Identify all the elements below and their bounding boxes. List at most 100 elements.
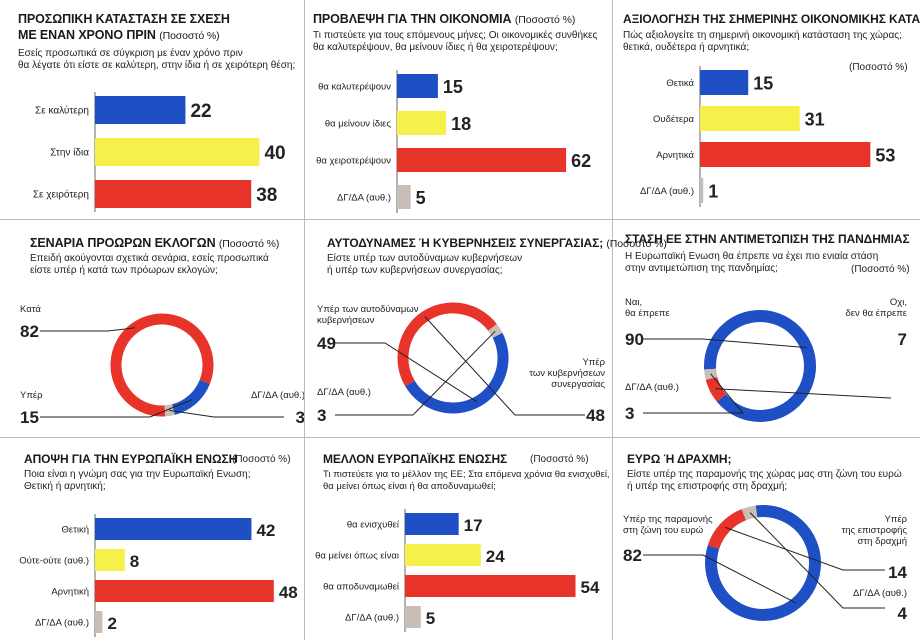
leader-line	[643, 338, 807, 349]
bar	[405, 513, 459, 535]
bar-category-label: ΔΓ/ΔΑ (αυθ.)	[345, 613, 399, 624]
panel-title: ΕΥΡΩ Ή ΔΡΑΧΜΗ;	[627, 452, 732, 466]
panel-title-line2: ΜΕ ΕΝΑΝ ΧΡΟΝΟ ΠΡΙΝ (Ποσοστό %)	[18, 28, 220, 42]
bar-category-label: Στην ίδια	[50, 147, 89, 159]
slice-value-label: 3	[296, 408, 304, 427]
panel-title: ΑΞΙΟΛΟΓΗΣΗ ΤΗΣ ΣΗΜΕΡΙΝΗΣ ΟΙΚΟΝΟΜΙΚΗΣ ΚΑΤ…	[623, 12, 920, 26]
bar-category-label: Θετική	[61, 525, 89, 536]
percent-note: (Ποσοστό %)	[530, 454, 589, 465]
bar-category-label: Αρνητικά	[656, 150, 694, 161]
bar	[405, 575, 576, 597]
bar	[397, 74, 438, 98]
slice-value-label: 3	[625, 404, 634, 423]
panel-economy-forecast: ΠΡΟΒΛΕΨΗ ΓΙΑ ΤΗΝ ΟΙΚΟΝΟΜΙΑ (Ποσοστό %) Τ…	[305, 0, 612, 219]
slice-label: ΔΓ/ΔΑ (αυθ.)	[853, 588, 907, 599]
question-text: Είστε υπέρ των αυτοδύναμων κυβερνήσεων	[327, 253, 523, 264]
bar-chart: Θετικά 15 Ουδέτερα 31 Αρνητικά 53 ΔΓ/ΔΑ (αυθ.)…	[640, 66, 895, 207]
bar-chart: θα ενισχυθεί 17 θα μείνει όπως είναι 24 θα α…	[315, 509, 600, 632]
bar-category-label: θα μείνει όπως είναι	[315, 551, 399, 562]
leader-line	[724, 526, 885, 571]
slice-value-label: 4	[898, 604, 908, 623]
bar-category-label: θα καλυτερέψουν	[318, 82, 391, 93]
slice-label: Υπέρ	[20, 390, 43, 401]
slice-label: των κυβερνήσεων	[529, 368, 605, 379]
bar-value-label: 48	[279, 583, 298, 602]
slice-value-label: 49	[317, 334, 336, 353]
slice-label: Κατά	[20, 304, 41, 315]
question-text: θα λέγατε ότι είστε σε καλύτερη, στην ίδ…	[18, 60, 296, 71]
panel-title: ΑΠΟΨΗ ΓΙΑ ΤΗΝ ΕΥΡΩΠΑΪΚΗ ΕΝΩΣΗ	[24, 452, 238, 466]
bar	[700, 178, 704, 203]
donut-slice	[704, 310, 816, 422]
panel-eu-future: ΜΕΛΛΟΝ ΕΥΡΩΠΑΪΚΗΣ ΕΝΩΣΗΣ (Ποσοστό %) Τι …	[305, 438, 612, 640]
slice-value-label: 82	[20, 322, 39, 341]
question-text: Ποια είναι η γνώμη σας για την Ευρωπαϊκή…	[24, 469, 251, 480]
question-text: ή υπέρ της επιστροφής στη δραχμή;	[627, 481, 788, 492]
slice-label: Υπέρ των αυτοδύναμων	[317, 304, 419, 315]
bar-value-label: 38	[256, 185, 277, 206]
donut-slice	[397, 302, 497, 387]
slice-label: Ναι,	[625, 297, 642, 308]
percent-note: (Ποσοστό %)	[232, 454, 291, 465]
slice-value-label: 3	[317, 406, 326, 425]
bar	[95, 518, 252, 540]
slice-label: ΔΓ/ΔΑ (αυθ.)	[317, 387, 371, 398]
slice-label: ΔΓ/ΔΑ (αυθ.)	[251, 390, 304, 401]
slice-label: ΔΓ/ΔΑ (αυθ.)	[625, 382, 679, 393]
panel-personal-situation: ΠΡΟΣΩΠΙΚΗ ΚΑΤΑΣΤΑΣΗ ΣΕ ΣΧΕΣΗ ΜΕ ΕΝΑΝ ΧΡΟ…	[0, 0, 304, 219]
question-text: θετικά, ουδέτερα ή αρνητικά;	[623, 42, 750, 53]
panel-eu-pandemic: ΣΤΑΣΗ ΕΕ ΣΤΗΝ ΑΝΤΙΜΕΤΩΠΙΣΗ ΤΗΣ ΠΑΝΔΗΜΙΑΣ…	[613, 220, 920, 437]
leader-line	[749, 512, 885, 609]
bar-value-label: 2	[107, 614, 116, 633]
bar-category-label: Σε χειρότερη	[33, 189, 89, 201]
bar-category-label: Αρνητική	[51, 587, 89, 598]
donut-chart: Ναι,θα έπρεπε 90 Οχι,δεν θα έπρεπε 7 ΔΓ/ΔΑ (…	[625, 297, 908, 423]
bar-category-label: ΔΓ/ΔΑ (αυθ.)	[35, 618, 89, 629]
panel-government-type: ΑΥΤΟΔΥΝΑΜΕΣ Ή ΚΥΒΕΡΝΗΣΕΙΣ ΣΥΝΕΡΓΑΣΙΑΣ; (…	[305, 220, 667, 437]
bar-value-label: 15	[443, 77, 463, 97]
divider	[612, 0, 613, 640]
slice-label: Υπέρ	[884, 514, 907, 525]
slice-label: θα έπρεπε	[625, 308, 670, 319]
bar	[95, 611, 103, 633]
question-text: είστε υπέρ ή κατά των πρόωρων εκλογών;	[30, 265, 218, 276]
divider	[0, 219, 920, 220]
panel-title: ΣΤΑΣΗ ΕΕ ΣΤΗΝ ΑΝΤΙΜΕΤΩΠΙΣΗ ΤΗΣ ΠΑΝΔΗΜΙΑΣ	[625, 232, 910, 246]
leader-line	[715, 388, 892, 399]
panel-title: ΣΕΝΑΡΙΑ ΠΡΟΩΡΩΝ ΕΚΛΟΓΩΝ (Ποσοστό %)	[30, 236, 280, 250]
bar	[95, 96, 186, 124]
donut-slice	[171, 379, 210, 415]
bar-category-label: θα ενισχυθεί	[347, 520, 400, 531]
percent-note: (Ποσοστό %)	[514, 14, 576, 26]
donut-slice	[405, 332, 509, 414]
bar-value-label: 17	[464, 516, 483, 535]
slice-value-label: 82	[623, 546, 642, 565]
bar-category-label: θα μείνουν ίδιες	[325, 119, 392, 130]
question-text: θα καλυτερέψουν, θα μείνουν ίδιες ή θα χ…	[313, 42, 558, 53]
percent-note: (Ποσοστό %)	[159, 30, 220, 42]
question-text: Θετική ή αρνητική;	[24, 481, 106, 492]
bar-value-label: 5	[416, 188, 426, 208]
bar-value-label: 40	[264, 143, 285, 164]
question-text: Η Ευρωπαϊκή Ενωση θα έπρεπε να έχει πιο …	[625, 251, 879, 262]
bar	[397, 111, 447, 135]
bar	[95, 138, 260, 166]
question-text: Επειδή ακούγονται σχετικά σενάρια, εσείς…	[30, 253, 269, 264]
slice-label: Οχι,	[890, 297, 907, 308]
bar-category-label: θα αποδυναμωθεί	[323, 582, 400, 593]
bar	[397, 148, 567, 172]
question-text: θα μείνει όπως είναι ή θα αποδυναμωθεί;	[323, 481, 496, 492]
bar-category-label: ΔΓ/ΔΑ (αυθ.)	[337, 193, 391, 204]
divider	[0, 437, 920, 438]
bar-chart: Θετική 42 Ούτε-ούτε (αυθ.) 8 Αρνητική 48 ΔΓ/ΔΑ…	[19, 514, 298, 637]
bar-chart: θα καλυτερέψουν 15 θα μείνουν ίδιες 18 θα χε…	[316, 70, 591, 213]
bar	[95, 549, 125, 571]
bar-value-label: 54	[581, 578, 600, 597]
bar	[405, 606, 421, 628]
slice-value-label: 48	[586, 406, 605, 425]
bar	[700, 142, 871, 167]
bar-category-label: Ουδέτερα	[653, 114, 694, 125]
leader-line	[40, 399, 193, 418]
